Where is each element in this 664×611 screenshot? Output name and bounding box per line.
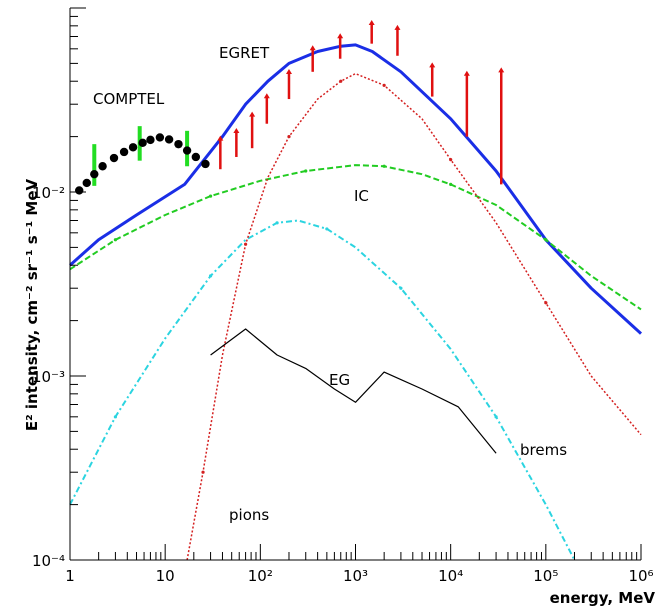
- comptel-point: [182, 146, 192, 155]
- series-marker-ic: [113, 238, 118, 242]
- eg-label: EG: [329, 371, 350, 389]
- egret-errorbar-cap: [217, 135, 224, 141]
- comptel-point: [155, 133, 165, 142]
- y-tick-label: 10⁻⁴: [32, 552, 65, 570]
- comptel-point: [128, 143, 138, 152]
- series-marker-pions: [544, 301, 548, 305]
- comptel-point: [174, 139, 183, 149]
- series-line-total: [69, 43, 643, 335]
- pions-label: pions: [229, 506, 269, 524]
- comptel-point: [90, 169, 99, 179]
- series-marker-brems: [325, 227, 329, 231]
- series-marker-pions: [201, 470, 205, 474]
- series-marker-brems: [113, 415, 118, 419]
- comptel-point: [98, 162, 107, 171]
- series-marker-ic: [304, 169, 308, 173]
- x-tick-label: 10²: [248, 567, 273, 585]
- axis-layer: 1 10 10² 10³ 10⁴ 10⁵ 10⁶ 10⁻⁴ 10⁻³ 10⁻²: [32, 7, 654, 585]
- series-marker-pions: [243, 242, 248, 246]
- x-tick-label: 10³: [343, 567, 368, 585]
- y-axis-title: E² intensity, cm⁻² sr⁻¹ s⁻¹ MeV: [23, 178, 41, 431]
- egret-errorbar-cap: [394, 24, 401, 30]
- series-line-eg: [210, 328, 497, 454]
- comptel-point: [201, 159, 210, 169]
- series-line-ic: [69, 164, 642, 311]
- point-layer: [75, 133, 210, 195]
- brems-label: brems: [520, 441, 567, 459]
- egret-label: EGRET: [219, 44, 270, 62]
- egret-errorbar-cap: [233, 127, 240, 133]
- errorbar-layer: [92, 19, 505, 186]
- series-marker-brems: [208, 274, 213, 278]
- series-marker-ic: [382, 164, 386, 168]
- series-marker-ic: [544, 238, 548, 242]
- egret-errorbar-cap: [263, 93, 270, 99]
- x-tick-label: 10⁴: [438, 567, 463, 585]
- egret-errorbar-cap: [429, 62, 436, 68]
- comptel-point: [164, 135, 174, 144]
- comptel-point: [119, 147, 129, 157]
- series-marker-ic: [449, 182, 453, 186]
- comptel-point: [82, 178, 91, 188]
- series-layer: [69, 43, 643, 561]
- series-marker-pions: [449, 157, 453, 162]
- series-marker-pions: [382, 83, 386, 87]
- egret-errorbar-cap: [498, 67, 505, 73]
- egret-errorbar-cap: [368, 19, 375, 25]
- ic-label: IC: [354, 187, 369, 205]
- x-axis-title: energy, MeV: [550, 589, 656, 607]
- comptel-point: [146, 135, 155, 145]
- egret-errorbar-cap: [249, 111, 256, 117]
- egret-errorbar-cap: [285, 69, 292, 75]
- series-marker-brems: [399, 286, 403, 290]
- series-marker-pions: [287, 135, 291, 139]
- comptel-point: [75, 186, 84, 195]
- x-tick-label: 10⁵: [533, 567, 558, 585]
- series-marker-pions: [339, 79, 343, 83]
- series-marker-brems: [275, 221, 279, 225]
- series-line-brems: [69, 219, 576, 561]
- comptel-point: [191, 152, 201, 162]
- comptel-point: [138, 138, 147, 148]
- series-line-pions: [186, 72, 642, 561]
- egret-errorbar-cap: [463, 70, 470, 76]
- x-tick-label: 1: [65, 567, 75, 585]
- y-tick-label: 10⁻²: [32, 184, 65, 202]
- comptel-label: COMPTEL: [93, 90, 165, 108]
- series-marker-ic: [208, 194, 213, 198]
- egret-errorbar-cap: [309, 45, 316, 51]
- comptel-point: [109, 153, 119, 163]
- x-tick-label: 10⁶: [628, 567, 653, 585]
- y-tick-label: 10⁻³: [32, 368, 65, 386]
- egret-errorbar-cap: [337, 33, 344, 39]
- series-marker-brems: [494, 415, 498, 419]
- x-tick-label: 10: [156, 567, 175, 585]
